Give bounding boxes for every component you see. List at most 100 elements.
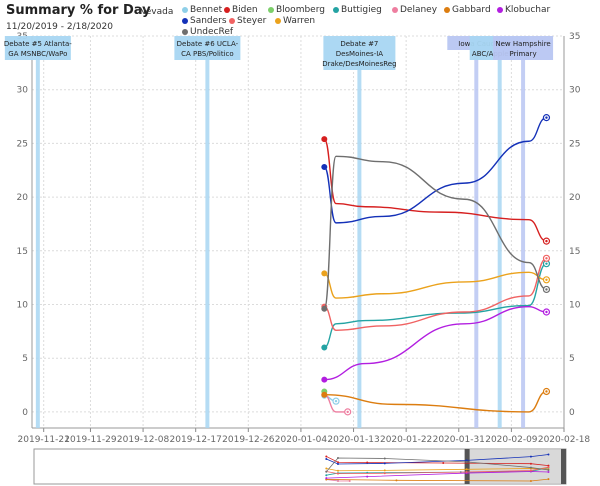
legend-swatch <box>268 6 274 13</box>
overview-point <box>348 480 351 482</box>
overview-line-gabbard <box>326 478 549 482</box>
legend-label: Warren <box>283 16 316 26</box>
y-tick-right: 35 <box>569 32 580 42</box>
overview-point <box>529 466 532 469</box>
x-tick-label: 2019-12-08 <box>117 435 170 445</box>
overview-point <box>529 480 532 482</box>
overview-line-undecref <box>326 457 549 472</box>
event-label-text: New Hampshire <box>495 40 550 48</box>
overview-handle-right[interactable] <box>561 449 566 484</box>
y-tick-right: 0 <box>569 408 575 418</box>
overview-point <box>529 455 532 458</box>
overview-point <box>325 474 328 477</box>
legend-item-steyer[interactable]: Steyer <box>229 16 266 26</box>
x-tick-label: 2019-12-17 <box>170 435 222 445</box>
overview-point <box>547 471 550 474</box>
event-label-text: Primary <box>510 50 537 58</box>
y-tick-right: 30 <box>569 86 581 96</box>
overview-point <box>366 475 369 478</box>
legend-item-sanders[interactable]: Sanders <box>182 16 227 26</box>
legend-swatch <box>444 6 450 13</box>
legend-item-bloomberg[interactable]: Bloomberg <box>268 5 325 15</box>
y-tick-left: 0 <box>22 408 28 418</box>
x-tick-label: 2019-11-21 <box>18 435 70 445</box>
legend-item-gabbard[interactable]: Gabbard <box>444 5 491 15</box>
data-point-delaney <box>346 410 349 414</box>
legend-label: Klobuchar <box>505 5 551 15</box>
event-label-text: DesMoines-IA <box>336 50 384 58</box>
overview-point <box>465 460 468 463</box>
y-tick-right: 10 <box>569 300 581 310</box>
data-point-undecref <box>321 305 328 312</box>
legend-item-klobuchar[interactable]: Klobuchar <box>497 5 550 15</box>
overview-handle-left[interactable] <box>464 449 470 484</box>
event-label-box <box>323 36 396 70</box>
overview-point <box>547 468 550 471</box>
y-tick-right: 25 <box>569 139 580 149</box>
overview-point <box>383 462 386 465</box>
legend-swatch <box>333 6 339 13</box>
x-tick-label: 2019-11-29 <box>64 435 117 445</box>
plot-area: 00551010151520202525303035352019-11-2120… <box>4 32 591 445</box>
overview-brush[interactable] <box>33 448 567 485</box>
legend-label: Bennet <box>190 5 223 15</box>
series-line-klobuchar <box>324 305 547 381</box>
legend-swatch <box>182 28 188 35</box>
legend-label: Biden <box>232 5 258 15</box>
y-tick-left: 20 <box>17 193 29 203</box>
data-point-steyer <box>545 257 548 260</box>
x-tick-label: 2020-01-04 <box>275 435 328 445</box>
overview-point <box>383 472 386 475</box>
legend-swatch <box>497 6 503 13</box>
legend-item-bennet[interactable]: Bennet <box>182 5 222 15</box>
event-label-text: CA PBS/Politico <box>181 50 234 58</box>
legend-item-biden[interactable]: Biden <box>224 5 258 15</box>
overview-point <box>325 455 328 458</box>
overview-point <box>325 457 328 460</box>
series-line-sanders <box>323 116 547 224</box>
overview-point <box>337 456 339 459</box>
event-label-box <box>493 36 554 60</box>
x-tick-label: 2020-01-13 <box>327 435 379 445</box>
data-point-bennet <box>334 399 338 403</box>
data-point-warren <box>545 278 548 281</box>
data-point-gabbard <box>545 390 548 393</box>
legend-label: Sanders <box>190 16 227 26</box>
event-bar <box>474 36 479 428</box>
x-tick-label: 2020-02-18 <box>538 435 591 445</box>
data-point-sanders <box>321 164 328 171</box>
legend-label: Delaney <box>400 5 438 15</box>
overview-point <box>547 466 550 469</box>
data-point-gabbard <box>321 391 328 398</box>
legend-label: UndecRef <box>190 27 234 37</box>
overview-point <box>529 469 532 472</box>
event-label-box <box>174 36 241 60</box>
legend-item-undecref[interactable]: UndecRef <box>182 27 233 37</box>
y-tick-left: 25 <box>17 139 28 149</box>
legend-item-delaney[interactable]: Delaney <box>392 5 437 15</box>
legend-item-buttigieg[interactable]: Buttigieg <box>333 5 382 15</box>
event-bar <box>497 36 502 428</box>
event-bar <box>35 36 40 428</box>
y-tick-left: 5 <box>22 354 28 364</box>
legend-label: Steyer <box>237 16 267 26</box>
series-line-steyer <box>323 257 547 331</box>
series-line-buttigieg <box>323 262 547 349</box>
event-bar <box>521 36 526 428</box>
overview-point <box>442 462 445 465</box>
overview-line-warren <box>326 468 549 472</box>
legend-swatch <box>229 17 235 24</box>
data-point-buttigieg <box>545 262 548 265</box>
y-tick-right: 5 <box>569 354 575 364</box>
data-point-klobuchar <box>545 310 548 314</box>
event-label-text: Debate #5 Atlanta- <box>4 40 72 48</box>
series-line-warren <box>323 271 547 299</box>
overview-point <box>383 457 386 460</box>
overview-point <box>465 471 468 474</box>
legend-item-warren[interactable]: Warren <box>275 16 315 26</box>
y-tick-right: 15 <box>569 247 580 257</box>
overview-point <box>325 467 328 470</box>
overview-point <box>547 453 550 456</box>
event-label-text: GA MSNBC/WaPo <box>8 50 67 58</box>
overview-point <box>337 472 339 475</box>
